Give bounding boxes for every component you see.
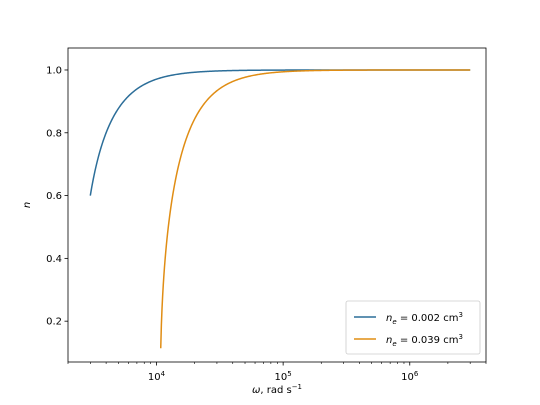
y-tick-label-0: 0.2 bbox=[46, 317, 62, 328]
series-layer bbox=[89, 69, 471, 349]
legend-box bbox=[345, 300, 481, 355]
y-tick-label-4: 1.0 bbox=[46, 65, 62, 76]
x-axis-label: ω, rad s−1 bbox=[252, 383, 302, 396]
legend-entry-1: ne = 0.039 cm3 bbox=[386, 333, 463, 348]
x-axis-ticks: 104 105 106 bbox=[67, 362, 487, 383]
legend: ne = 0.002 cm3 ne = 0.039 cm3 bbox=[345, 300, 481, 355]
y-axis-label: n bbox=[22, 202, 33, 208]
y-tick-label-3: 0.8 bbox=[46, 128, 62, 139]
y-tick-label-2: 0.6 bbox=[46, 191, 62, 202]
x-tick-label-1: 105 bbox=[275, 370, 292, 383]
series-line-0 bbox=[89, 69, 471, 196]
series-line-1 bbox=[159, 69, 471, 349]
plot-frame bbox=[67, 47, 487, 363]
x-tick-label-2: 106 bbox=[401, 370, 419, 383]
legend-entry-0: ne = 0.002 cm3 bbox=[386, 311, 463, 326]
y-axis-ticks: 0.2 0.4 0.6 0.8 1.0 bbox=[46, 65, 68, 328]
y-tick-label-1: 0.4 bbox=[46, 254, 62, 265]
x-tick-label-0: 104 bbox=[148, 370, 166, 383]
